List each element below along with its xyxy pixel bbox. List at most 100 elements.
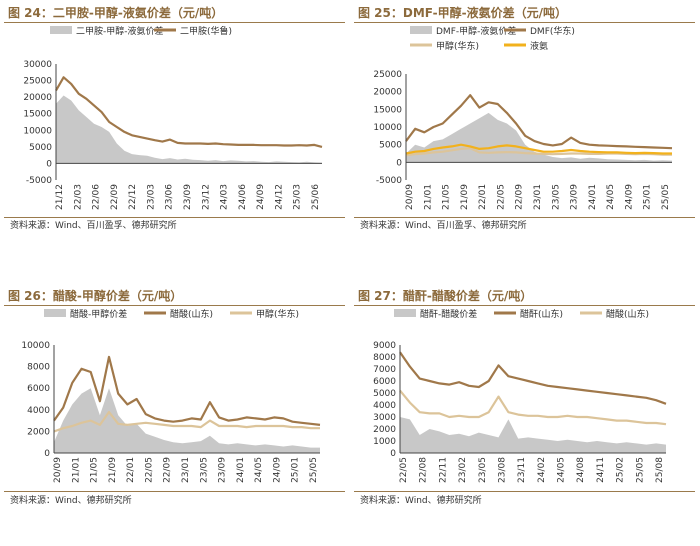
x-tick-label: 22/05 xyxy=(144,457,154,483)
y-tick-label: 4000 xyxy=(27,406,50,416)
chart-title: 图 27：醋酐-醋酸价差（元/吨） xyxy=(358,289,533,303)
y-tick-label: 30000 xyxy=(23,60,52,70)
series-line xyxy=(399,389,667,426)
x-tick-label: 24/01 xyxy=(236,457,246,483)
y-tick-label: 0 xyxy=(46,159,52,169)
y-tick-label: 5000 xyxy=(379,141,402,151)
y-tick-label: -5000 xyxy=(26,176,52,186)
source-rule xyxy=(354,491,695,492)
y-tick-label: 8000 xyxy=(27,363,50,373)
chart-panel-27: 图 27：醋酐-醋酸价差（元/吨） 醋酐-醋酸价差 醋酐(山东) 醋酸(山东) 900… xyxy=(354,285,699,525)
x-tick-label: 22/08 xyxy=(419,457,429,483)
y-tick-label: 6000 xyxy=(27,384,50,394)
y-tick-label: 20000 xyxy=(23,93,52,103)
x-tick-label: 22/11 xyxy=(438,457,448,483)
chart-panel-24: 图 24：二甲胺-甲醇-液氨价差（元/吨） 二甲胺-甲醇-液氨价差 二甲胺(华鲁)… xyxy=(4,2,349,242)
x-tick-label: 24/06 xyxy=(238,184,248,210)
x-tick-label: 22/12 xyxy=(128,184,138,210)
y-tick-label: 6000 xyxy=(373,377,396,387)
legend-swatch-area xyxy=(50,26,72,34)
source-note: 资料来源：Wind、百川盈孚、德邦研究所 xyxy=(360,221,527,231)
x-tick-label: 25/06 xyxy=(311,184,321,210)
y-tick-label: 5000 xyxy=(373,389,396,399)
x-tick-label: 23/12 xyxy=(201,184,211,210)
x-tick-label: 23/09 xyxy=(570,184,580,210)
y-tick-label: 3000 xyxy=(373,413,396,423)
x-tick-label: 22/05 xyxy=(496,184,506,210)
x-tick-label: 25/05 xyxy=(635,457,645,483)
chart-svg: 醋酸-甲醇价差 醋酸(山东) 甲醇(华东) 10000 8000 6000 4000 2000… xyxy=(21,308,321,483)
x-tick-label: 25/02 xyxy=(616,457,626,483)
x-tick-label: 21/12 xyxy=(55,184,65,210)
y-tick-label: 25000 xyxy=(23,77,52,87)
x-tick-label: 25/01 xyxy=(291,457,301,483)
source-note: 资料来源：Wind、德邦研究所 xyxy=(10,496,132,506)
x-tick-label: 24/05 xyxy=(254,457,264,483)
y-tick-label: 0 xyxy=(396,158,402,168)
series-area xyxy=(400,417,666,453)
x-tick-label: 23/08 xyxy=(498,457,508,483)
title-rule xyxy=(354,305,695,306)
x-tick-label: 25/08 xyxy=(655,457,665,483)
y-tick-label: 10000 xyxy=(21,341,50,351)
x-tick-label: 23/09 xyxy=(183,184,193,210)
x-tick-label: 20/09 xyxy=(405,184,415,210)
y-tick-label: 7000 xyxy=(373,365,396,375)
series-area xyxy=(54,388,320,453)
x-tick-label: 23/03 xyxy=(146,184,156,210)
series-line xyxy=(399,351,667,405)
x-tick-label: 24/02 xyxy=(537,457,547,483)
y-tick-label: 15000 xyxy=(373,105,402,115)
legend-label: 醋酸(山东) xyxy=(606,308,649,320)
legend-label: 甲醇(华东) xyxy=(436,40,479,52)
series-area xyxy=(56,95,322,164)
y-tick-label: 2000 xyxy=(27,427,50,437)
series-line xyxy=(53,355,321,426)
x-tick-label: 21/01 xyxy=(423,184,433,210)
y-tick-label: 0 xyxy=(44,449,50,459)
chart-svg: 醋酐-醋酸价差 醋酐(山东) 醋酸(山东) 9000 8000 7000 6000 5000 4… xyxy=(373,308,667,483)
series-line xyxy=(405,143,672,155)
x-tick-label: 24/09 xyxy=(256,184,266,210)
legend-swatch-area xyxy=(410,26,432,34)
x-tick-label: 21/01 xyxy=(71,457,81,483)
legend-swatch-area xyxy=(394,309,416,317)
source-rule xyxy=(4,217,345,218)
y-tick-label: 10000 xyxy=(373,123,402,133)
x-tick-label: 25/05 xyxy=(661,184,671,210)
source-rule xyxy=(4,491,345,492)
y-tick-label: 15000 xyxy=(23,110,52,120)
y-tick-label: 25000 xyxy=(373,70,402,80)
legend-label: 液氨 xyxy=(530,40,548,52)
x-tick-label: 24/09 xyxy=(624,184,634,210)
y-tick-label: 9000 xyxy=(373,341,396,351)
legend-label: 二甲胺(华鲁) xyxy=(180,25,232,37)
legend-label: DMF-甲醇-液氨价差 xyxy=(436,25,516,37)
x-tick-label: 22/09 xyxy=(515,184,525,210)
x-tick-label: 25/05 xyxy=(309,457,319,483)
legend-swatch-area xyxy=(44,309,66,317)
series-line xyxy=(405,94,673,150)
chart-svg: DMF-甲醇-液氨价差 DMF(华东) 甲醇(华东) 液氨 25000 20000 1500… xyxy=(373,25,673,210)
chart-title: 图 24：二甲胺-甲醇-液氨价差（元/吨） xyxy=(8,6,224,20)
x-tick-label: 23/05 xyxy=(478,457,488,483)
series-line xyxy=(53,410,320,433)
y-tick-label: 4000 xyxy=(373,401,396,411)
source-note: 资料来源：Wind、百川盈孚、德邦研究所 xyxy=(10,221,177,231)
x-tick-label: 22/06 xyxy=(92,184,102,210)
x-tick-label: 25/03 xyxy=(293,184,303,210)
x-tick-label: 23/11 xyxy=(517,457,527,483)
x-tick-label: 23/01 xyxy=(533,184,543,210)
title-rule xyxy=(4,305,345,306)
x-tick-label: 23/02 xyxy=(458,457,468,483)
x-tick-label: 24/12 xyxy=(274,184,284,210)
chart-title: 图 25：DMF-甲醇-液氨价差（元/吨） xyxy=(358,6,567,20)
x-tick-label: 20/09 xyxy=(53,457,63,483)
x-tick-label: 23/05 xyxy=(199,457,209,483)
x-tick-label: 23/09 xyxy=(218,457,228,483)
legend-label: 甲醇(华东) xyxy=(256,308,299,320)
title-rule xyxy=(354,22,695,23)
x-tick-label: 23/05 xyxy=(551,184,561,210)
x-tick-label: 24/03 xyxy=(220,184,230,210)
title-rule xyxy=(4,22,345,23)
